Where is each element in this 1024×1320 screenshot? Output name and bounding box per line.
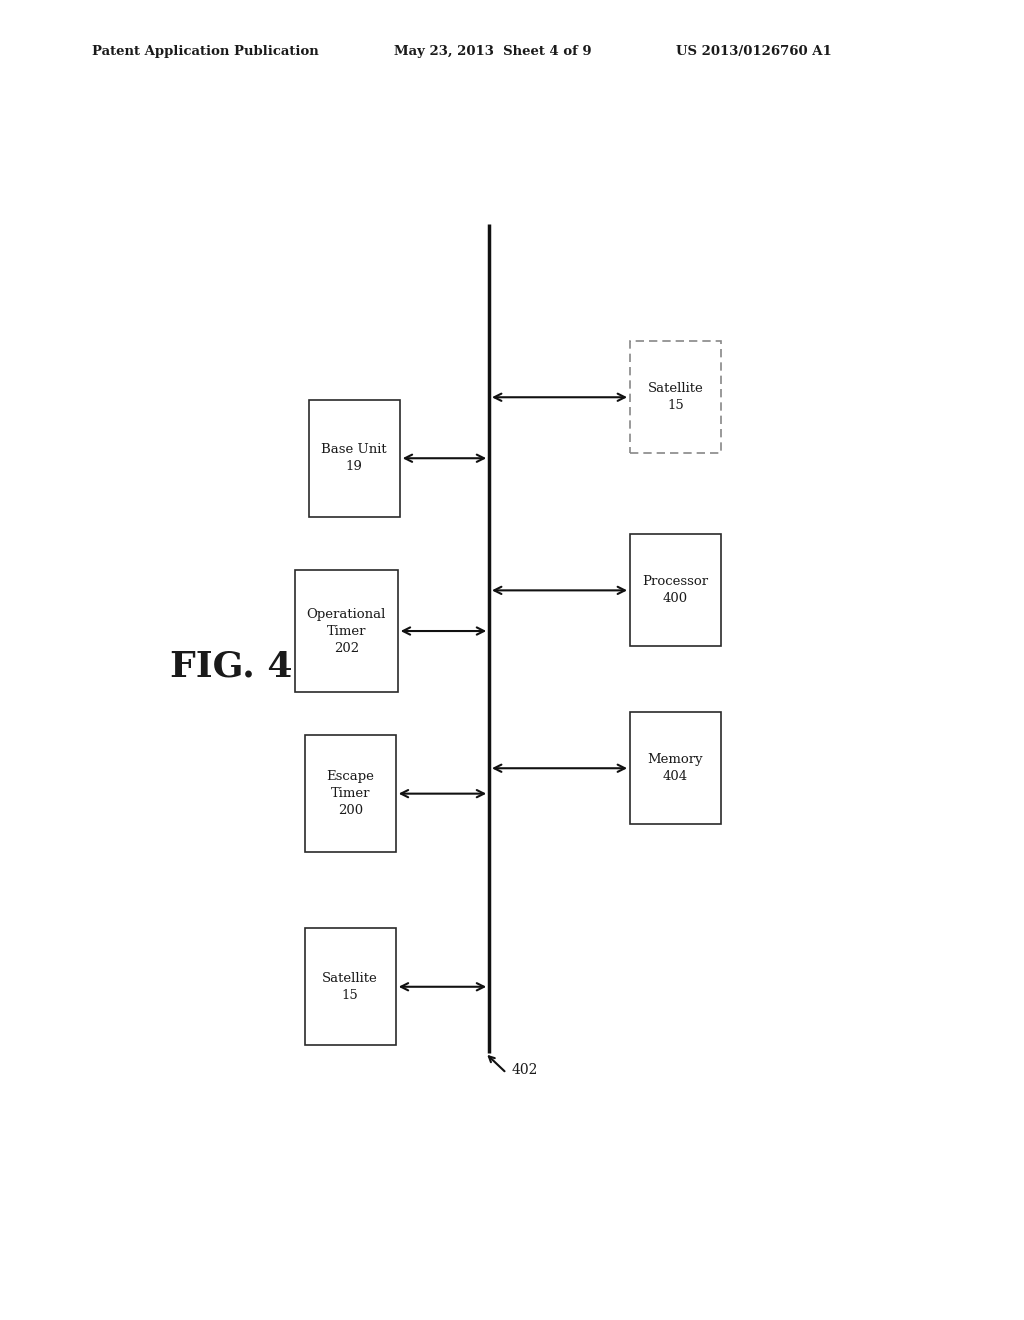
Text: Operational
Timer
202: Operational Timer 202: [306, 607, 386, 655]
Text: Patent Application Publication: Patent Application Publication: [92, 45, 318, 58]
Text: 402: 402: [511, 1063, 538, 1077]
Text: Satellite
15: Satellite 15: [323, 972, 378, 1002]
FancyBboxPatch shape: [308, 400, 399, 516]
FancyBboxPatch shape: [630, 713, 721, 824]
Text: FIG. 4: FIG. 4: [170, 649, 293, 684]
Text: Base Unit
19: Base Unit 19: [322, 444, 387, 474]
FancyBboxPatch shape: [630, 535, 721, 647]
Text: May 23, 2013  Sheet 4 of 9: May 23, 2013 Sheet 4 of 9: [394, 45, 592, 58]
Text: Satellite
15: Satellite 15: [648, 383, 703, 412]
FancyBboxPatch shape: [304, 928, 396, 1045]
FancyBboxPatch shape: [295, 570, 397, 692]
FancyBboxPatch shape: [630, 342, 721, 453]
Text: US 2013/0126760 A1: US 2013/0126760 A1: [676, 45, 831, 58]
Text: Memory
404: Memory 404: [648, 754, 703, 783]
Text: Escape
Timer
200: Escape Timer 200: [327, 770, 374, 817]
Text: Processor
400: Processor 400: [642, 576, 709, 606]
FancyBboxPatch shape: [304, 735, 396, 853]
